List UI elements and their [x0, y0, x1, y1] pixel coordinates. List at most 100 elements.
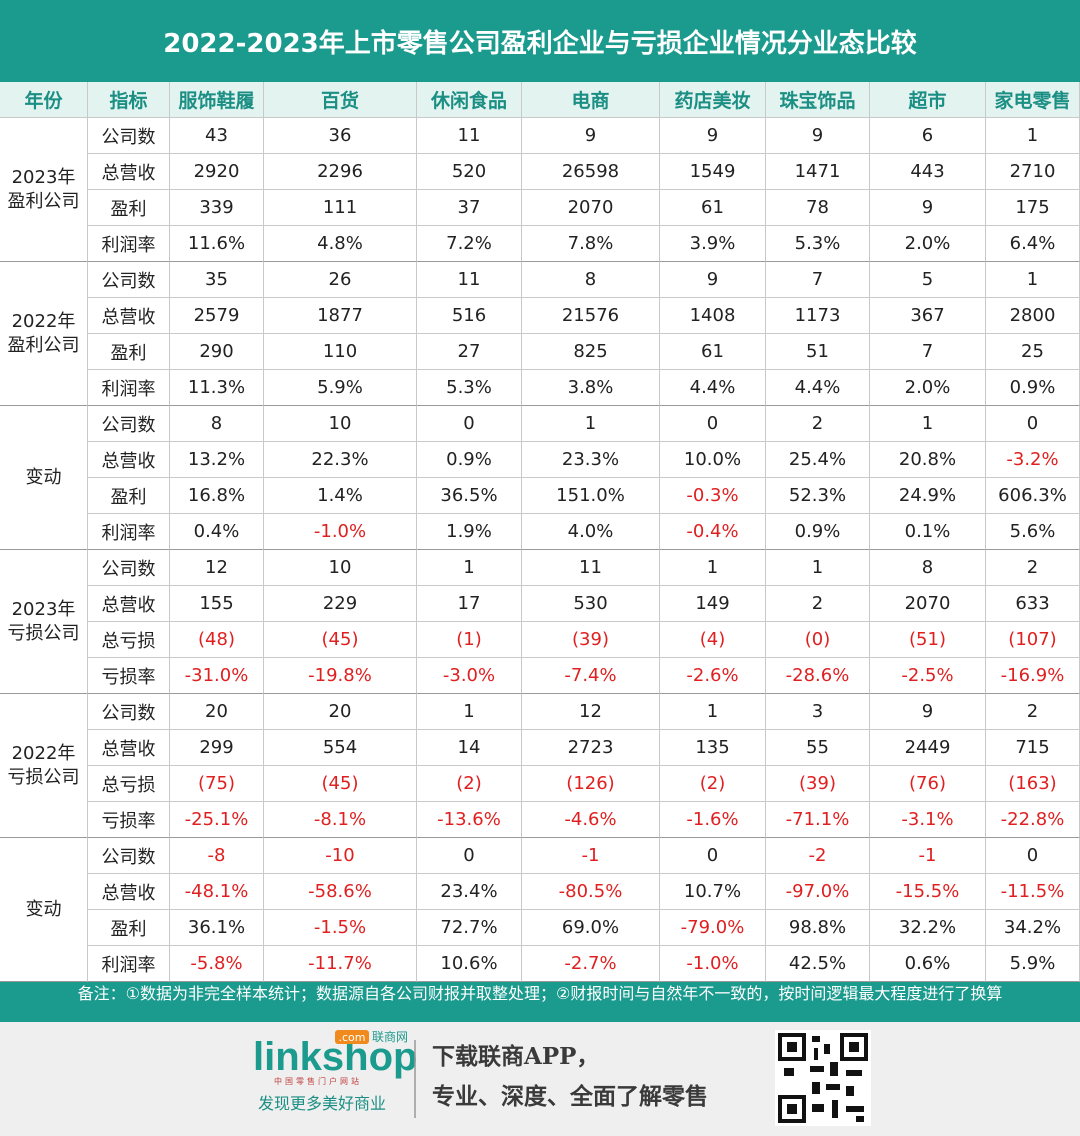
value-cell: 135: [660, 730, 766, 766]
value-cell: 1: [660, 694, 766, 730]
metric: 亏损率: [88, 802, 170, 838]
value-cell: 6.4%: [986, 226, 1080, 262]
value-cell: -58.6%: [264, 874, 417, 910]
group-label-line: 亏损公司: [7, 766, 80, 788]
note: 备注：①数据为非完全样本统计；数据源自各公司财报并取整处理；②财报时间与自然年不…: [0, 982, 1080, 1022]
value-cell: 0.6%: [870, 946, 986, 982]
group-label-line: 亏损公司: [7, 622, 80, 644]
metric: 公司数: [88, 550, 170, 586]
value-cell: 1: [986, 118, 1080, 154]
value-cell: 36.1%: [170, 910, 264, 946]
value-cell: -1.5%: [264, 910, 417, 946]
metric: 总亏损: [88, 622, 170, 658]
group-label: 2023年 盈利公司: [0, 118, 88, 262]
metric: 利润率: [88, 370, 170, 406]
value-cell: 0: [417, 838, 522, 874]
value-cell: (4): [660, 622, 766, 658]
group-label: 2022年 盈利公司: [0, 262, 88, 406]
value-cell: 20: [170, 694, 264, 730]
value-cell: 2723: [522, 730, 660, 766]
value-cell: 7: [870, 334, 986, 370]
value-cell: 1.4%: [264, 478, 417, 514]
value-cell: 9: [766, 118, 870, 154]
value-cell: -1.0%: [660, 946, 766, 982]
value-cell: 78: [766, 190, 870, 226]
value-cell: 14: [417, 730, 522, 766]
value-cell: 3: [766, 694, 870, 730]
value-cell: 299: [170, 730, 264, 766]
value-cell: -13.6%: [417, 802, 522, 838]
value-cell: 155: [170, 586, 264, 622]
value-cell: 43: [170, 118, 264, 154]
group-label-line: 2022年: [11, 310, 76, 332]
value-cell: -8.1%: [264, 802, 417, 838]
value-cell: 606.3%: [986, 478, 1080, 514]
value-cell: 0: [986, 838, 1080, 874]
value-cell: 5.9%: [986, 946, 1080, 982]
value-cell: -7.4%: [522, 658, 660, 694]
value-cell: (163): [986, 766, 1080, 802]
value-cell: 0.9%: [766, 514, 870, 550]
value-cell: -1.6%: [660, 802, 766, 838]
value-cell: -3.2%: [986, 442, 1080, 478]
value-cell: 37: [417, 190, 522, 226]
header-cell: 珠宝饰品: [766, 82, 870, 118]
value-cell: -0.4%: [660, 514, 766, 550]
group-label-line: 2022年: [11, 742, 76, 764]
value-cell: -0.3%: [660, 478, 766, 514]
value-cell: 16.8%: [170, 478, 264, 514]
value-cell: 1: [660, 550, 766, 586]
metric: 盈利: [88, 478, 170, 514]
value-cell: 98.8%: [766, 910, 870, 946]
value-cell: -16.9%: [986, 658, 1080, 694]
group-label-line: 2023年: [11, 598, 76, 620]
value-cell: -15.5%: [870, 874, 986, 910]
value-cell: 10: [264, 550, 417, 586]
value-cell: 9: [870, 190, 986, 226]
value-cell: 825: [522, 334, 660, 370]
header-cell: 服饰鞋履: [170, 82, 264, 118]
qr-code: [775, 1030, 871, 1126]
value-cell: 0.1%: [870, 514, 986, 550]
value-cell: 1.9%: [417, 514, 522, 550]
value-cell: 2.0%: [870, 226, 986, 262]
title: 2022-2023年上市零售公司盈利企业与亏损企业情况分业态比较: [0, 0, 1080, 82]
value-cell: 27: [417, 334, 522, 370]
value-cell: 72.7%: [417, 910, 522, 946]
value-cell: -25.1%: [170, 802, 264, 838]
value-cell: 633: [986, 586, 1080, 622]
metric: 盈利: [88, 190, 170, 226]
header-cell: 休闲食品: [417, 82, 522, 118]
value-cell: -80.5%: [522, 874, 660, 910]
group-label: 变动: [0, 406, 88, 550]
value-cell: 2710: [986, 154, 1080, 190]
value-cell: (1): [417, 622, 522, 658]
value-cell: (0): [766, 622, 870, 658]
value-cell: (126): [522, 766, 660, 802]
value-cell: 2: [766, 586, 870, 622]
metric: 总营收: [88, 586, 170, 622]
header-cell: 家电零售: [986, 82, 1080, 118]
value-cell: 10.0%: [660, 442, 766, 478]
value-cell: 35: [170, 262, 264, 298]
value-cell: 1471: [766, 154, 870, 190]
value-cell: -2.5%: [870, 658, 986, 694]
logo-badge: [335, 1030, 369, 1044]
value-cell: 23.3%: [522, 442, 660, 478]
value-cell: (39): [766, 766, 870, 802]
metric: 总亏损: [88, 766, 170, 802]
value-cell: -22.8%: [986, 802, 1080, 838]
value-cell: 8: [870, 550, 986, 586]
value-cell: 10: [264, 406, 417, 442]
metric: 盈利: [88, 910, 170, 946]
metric: 公司数: [88, 262, 170, 298]
value-cell: (75): [170, 766, 264, 802]
value-cell: -19.8%: [264, 658, 417, 694]
promo-1: 下载联商APP，: [432, 1043, 599, 1070]
logo-sub: 中国零售门户网站: [274, 1076, 362, 1086]
value-cell: 2449: [870, 730, 986, 766]
value-cell: -11.7%: [264, 946, 417, 982]
value-cell: 32.2%: [870, 910, 986, 946]
metric: 总营收: [88, 730, 170, 766]
header-cell: 药店美妆: [660, 82, 766, 118]
